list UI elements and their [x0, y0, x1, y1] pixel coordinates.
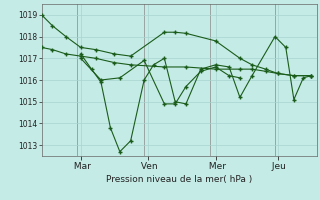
X-axis label: Pression niveau de la mer( hPa ): Pression niveau de la mer( hPa )	[106, 175, 252, 184]
